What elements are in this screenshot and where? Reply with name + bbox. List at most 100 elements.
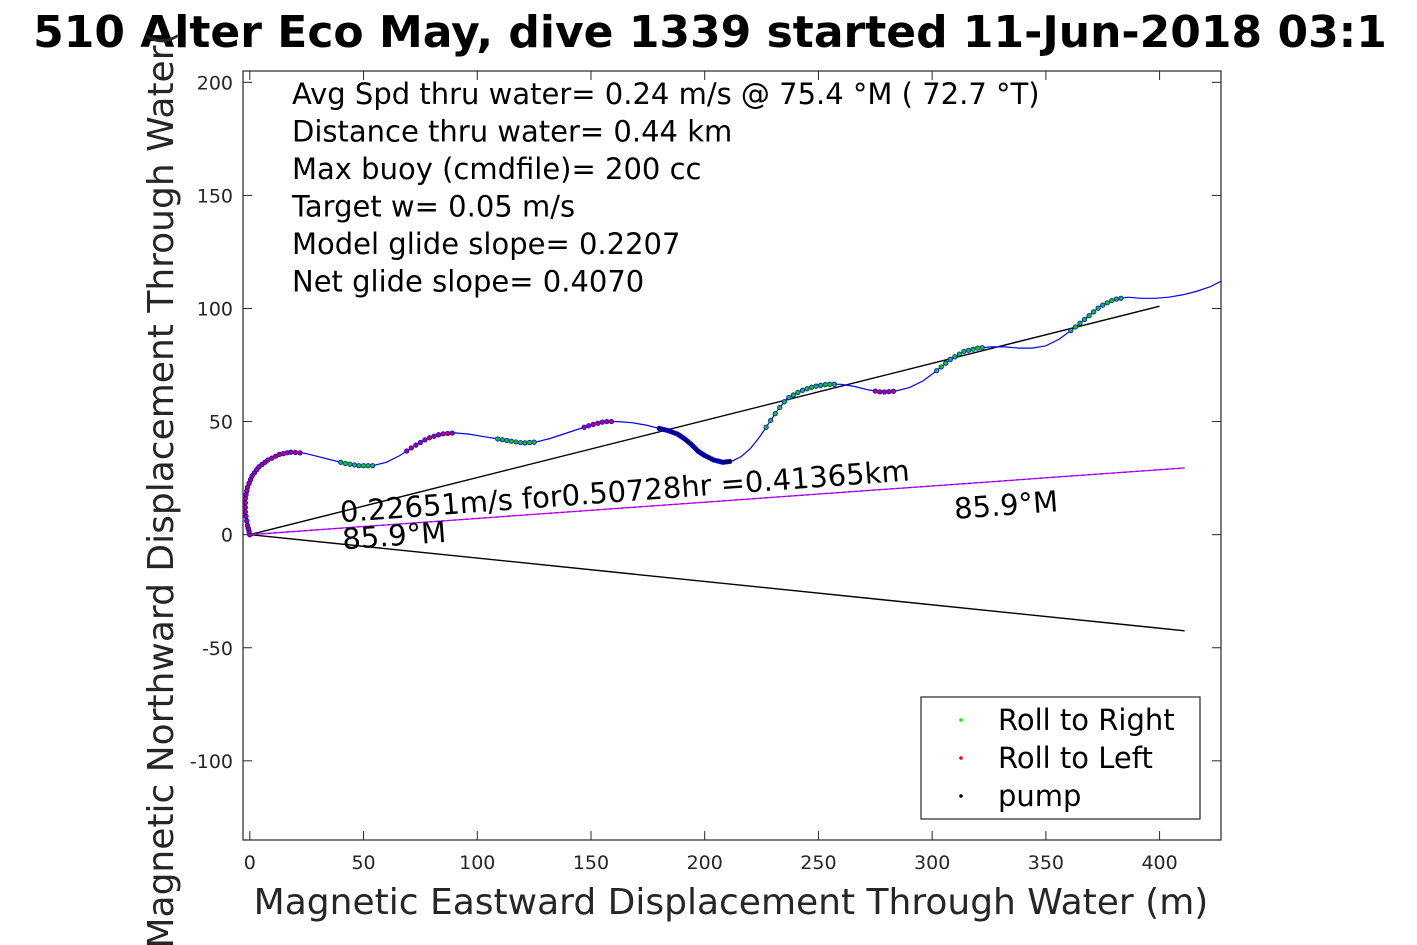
roll-right-marker — [947, 356, 953, 362]
roll-right-marker — [956, 351, 963, 357]
roll-right-marker — [1072, 324, 1079, 330]
roll-left-marker — [417, 439, 424, 446]
roll-left-marker — [435, 432, 442, 438]
roll-right-marker — [934, 368, 940, 374]
current-line-overlay — [249, 467, 1185, 536]
roll-right-marker — [1104, 300, 1110, 306]
roll-right-marker — [1109, 297, 1115, 304]
legend-label: pump — [998, 779, 1081, 813]
stat-line: Model glide slope= 0.2207 — [292, 227, 680, 261]
roll-right-marker — [975, 345, 981, 351]
roll-right-marker — [1100, 302, 1106, 308]
y-tick-label: -50 — [202, 638, 233, 660]
roll-left-marker — [604, 418, 610, 425]
roll-right-marker — [517, 440, 524, 446]
roll-right-marker — [1113, 296, 1119, 302]
roll-left-marker — [608, 418, 615, 425]
roll-right-marker — [347, 461, 353, 467]
roll-right-marker — [365, 463, 371, 469]
roll-right-marker — [1091, 309, 1097, 315]
legend-swatch — [959, 756, 963, 760]
x-tick-label: 350 — [1028, 852, 1064, 874]
roll-right-marker — [790, 392, 797, 398]
stat-line: Target w= 0.05 m/s — [291, 190, 575, 224]
roll-left-marker — [288, 449, 294, 455]
roll-left-marker — [242, 500, 248, 506]
roll-right-marker — [781, 399, 787, 405]
roll-right-marker — [772, 411, 778, 417]
chart-annotation: 85.9°M — [953, 484, 1059, 526]
roll-right-marker — [1081, 316, 1088, 323]
chart-annotation: 85.9°M — [341, 515, 447, 557]
roll-left-marker — [581, 424, 587, 430]
roll-right-marker — [786, 395, 792, 401]
legend-label: Roll to Right — [998, 703, 1175, 737]
roll-left-marker — [426, 435, 433, 441]
roll-right-marker — [342, 460, 348, 467]
x-axis-label: Magnetic Eastward Displacement Through W… — [254, 882, 1209, 923]
stat-line: Distance thru water= 0.44 km — [292, 115, 732, 149]
pump-marker — [727, 458, 733, 465]
roll-right-marker — [943, 360, 949, 366]
roll-right-marker — [763, 424, 769, 430]
dive-statistics: Avg Spd thru water= 0.24 m/s @ 75.4 °M (… — [291, 77, 1040, 299]
net-glide-line — [249, 305, 1160, 536]
roll-right-marker — [818, 382, 824, 388]
stat-line: Avg Spd thru water= 0.24 m/s @ 75.4 °M (… — [292, 77, 1040, 111]
roll-left-marker — [872, 388, 878, 394]
roll-right-marker — [809, 384, 815, 390]
y-tick-label: 50 — [209, 412, 233, 434]
roll-left-marker — [586, 423, 592, 429]
roll-right-marker — [979, 345, 985, 351]
roll-right-marker — [938, 364, 944, 370]
roll-right-marker — [965, 347, 972, 353]
legend: Roll to Right Roll to Left pump — [920, 696, 1201, 820]
roll-left-marker — [244, 523, 251, 529]
roll-right-marker — [795, 389, 801, 395]
roll-right-marker — [1086, 313, 1092, 319]
roll-right-marker — [338, 459, 344, 465]
heading-line — [249, 533, 1185, 632]
roll-right-marker — [508, 438, 514, 444]
x-tick-label: 300 — [914, 852, 950, 874]
roll-left-marker — [440, 431, 446, 437]
chart-annotations: 0.22651m/s for0.50728hr =0.41365km85.9°M… — [339, 453, 1059, 556]
roll-right-marker — [827, 381, 833, 387]
roll-left-marker — [881, 389, 887, 395]
roll-left-marker — [886, 389, 892, 395]
y-tick-label: 0 — [221, 525, 233, 547]
roll-right-marker — [961, 348, 967, 355]
roll-left-marker — [431, 433, 437, 439]
roll-right-marker — [499, 437, 505, 443]
legend-label: Roll to Left — [998, 741, 1153, 775]
roll-left-marker — [877, 389, 883, 395]
stat-line: Max buoy (cmdfile)= 200 cc — [292, 152, 701, 186]
roll-right-marker — [952, 354, 958, 360]
roll-right-marker — [813, 383, 819, 389]
x-tick-label: 200 — [687, 852, 723, 874]
roll-right-marker — [526, 439, 533, 446]
roll-left-marker — [599, 419, 605, 425]
roll-left-marker — [590, 421, 596, 428]
roll-left-marker — [242, 509, 248, 515]
roll-right-marker — [1118, 295, 1124, 301]
roll-right-marker — [1068, 327, 1074, 334]
legend-swatch — [959, 718, 963, 722]
roll-right-marker — [356, 463, 362, 469]
roll-left-marker — [449, 430, 455, 436]
roll-left-marker — [404, 448, 410, 454]
x-tick-label: 100 — [459, 852, 495, 874]
tick-labels: 0 50 100 150 200 250 300 350 400 200 150 100 50 0 -50 -… — [190, 72, 1178, 874]
roll-left-marker — [445, 430, 451, 437]
axes-frame — [242, 70, 1222, 841]
roll-right-marker — [831, 381, 837, 387]
roll-left-marker — [242, 504, 248, 511]
roll-left-marker — [595, 420, 601, 426]
stat-line: Net glide slope= 0.4070 — [292, 265, 644, 299]
legend-box — [920, 696, 1201, 820]
roll-left-marker — [413, 442, 419, 448]
roll-right-marker — [768, 417, 774, 424]
roll-right-marker — [799, 387, 806, 393]
roll-left-marker — [422, 437, 428, 443]
